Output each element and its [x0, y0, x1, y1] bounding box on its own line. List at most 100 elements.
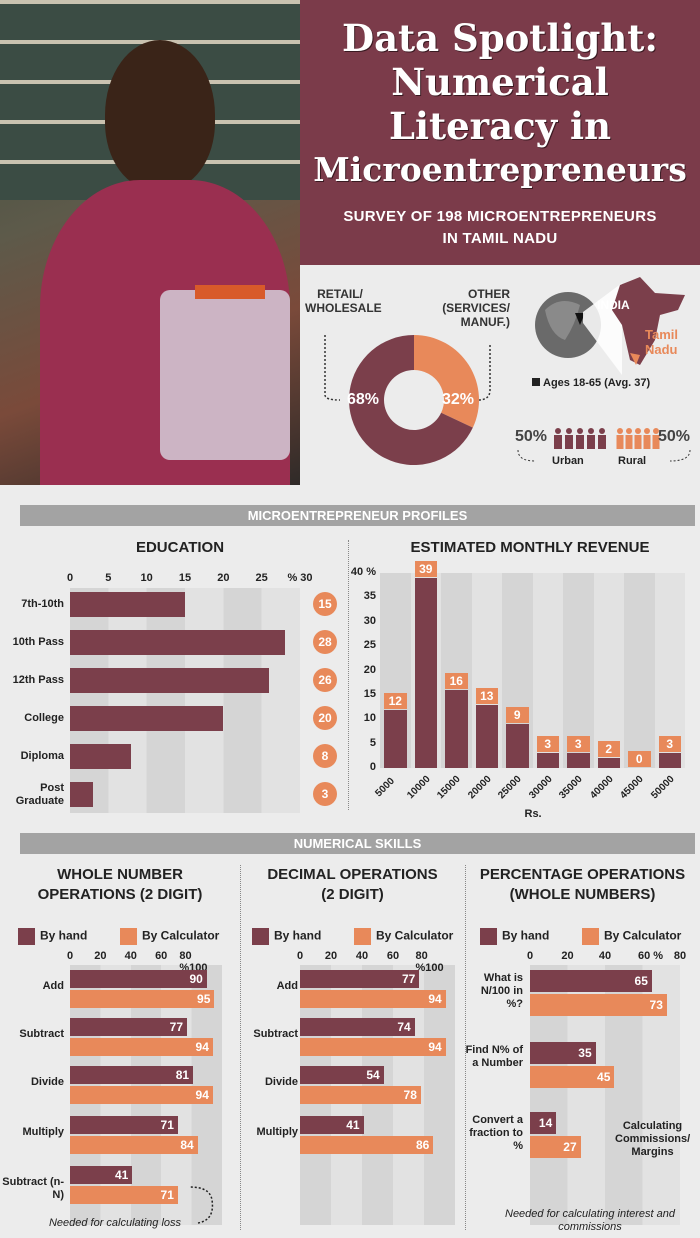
ages-text: Ages 18-65 (Avg. 37) [543, 377, 651, 389]
x-tick-label: 25 [255, 572, 268, 584]
overview-panel: RETAIL/ WHOLESALE OTHER (SERVICES/ MANUF… [300, 265, 700, 485]
category-label: Diploma [20, 750, 64, 762]
category-label: 12th Pass [12, 674, 64, 686]
education-title: EDUCATION [135, 539, 225, 556]
title-line: Microentrepreneurs [313, 150, 687, 189]
label-line: Nadu [645, 342, 678, 357]
chart-title: PERCENTAGE OPERATIONS (WHOLE NUMBERS) [465, 865, 700, 905]
legend-by-hand: By hand [480, 928, 549, 945]
retail-arrow [324, 335, 341, 401]
annotation-note: Needed for calculating interest and comm… [505, 1208, 675, 1233]
category-label: Multiply [22, 1126, 64, 1138]
category-label: Post Graduate [15, 782, 64, 807]
x-tick-label: 40000 [587, 773, 616, 802]
person-icon [577, 428, 583, 434]
value-label: 28 [313, 630, 337, 654]
annotation-note: Needed for calculating loss [48, 1217, 182, 1229]
person-icon [587, 435, 595, 449]
legend-label: By Calculator [376, 928, 454, 943]
value-label: 74 [397, 1020, 411, 1034]
category-label: Divide [264, 1076, 298, 1088]
bar-by-calculator: 94 [70, 1038, 213, 1056]
urban-value: 50% [515, 428, 548, 445]
value-label: 12 [384, 692, 407, 709]
revenue-bar [658, 753, 681, 768]
revenue-bar [506, 724, 529, 768]
legend-swatch-calc [582, 928, 599, 945]
rural-label: Rural [618, 455, 647, 467]
x-tick-label: 15 [178, 572, 192, 584]
title-line: (2 DIGIT) [321, 886, 384, 903]
category-label: 10th Pass [12, 636, 64, 648]
value-label: 73 [649, 998, 663, 1012]
x-tick-label: 80 %100 [415, 950, 444, 974]
face [105, 40, 215, 190]
chart-column-band [654, 573, 685, 768]
chart-column-band [532, 573, 563, 768]
value-label: 94 [428, 992, 442, 1006]
x-tick-label: 0 [66, 950, 74, 962]
value-label: 3 [536, 736, 559, 753]
chart-title: WHOLE NUMBER OPERATIONS (2 DIGIT) [0, 865, 240, 905]
value-label: 41 [114, 1168, 129, 1182]
x-tick-label: % 30 [287, 572, 313, 584]
other-value: 32% [442, 391, 475, 408]
chart-background [70, 588, 300, 813]
other-label: OTHER (SERVICES/ MANUF.) [430, 287, 510, 329]
label-line: OTHER [468, 287, 510, 301]
revenue-bar [414, 577, 437, 768]
y-tick-label: 0 [369, 761, 376, 773]
person-icon [599, 428, 605, 434]
bar-by-hand: 81 [70, 1066, 194, 1084]
bar-by-hand: 74 [300, 1018, 415, 1036]
value-label: 45 [597, 1070, 611, 1084]
value-label: 3 [567, 736, 590, 753]
legend-by-calculator: By Calculator [354, 928, 453, 945]
education-bar [70, 592, 185, 617]
divider [465, 865, 466, 1230]
legend-by-hand: By hand [18, 928, 87, 945]
education-bar [70, 706, 224, 731]
legend-label: By Calculator [142, 928, 220, 943]
page-title: Data Spotlight: Numerical Literacy in Mi… [300, 16, 700, 192]
retail-label: RETAIL/ WHOLESALE [305, 287, 382, 315]
ages-note: Ages 18-65 (Avg. 37) [532, 377, 650, 389]
x-tick-label: 10000 [404, 773, 433, 802]
x-tick-label: 20 [324, 950, 338, 962]
donut-slice-other [414, 335, 479, 428]
zoom-beam [583, 283, 622, 375]
square-bullet-icon [532, 378, 540, 386]
x-tick-label: 5000 [373, 775, 397, 800]
category-label: Add [42, 980, 64, 992]
photo-microentrepreneur [0, 0, 300, 485]
person-icon [576, 435, 584, 449]
value-label: 15 [313, 592, 337, 616]
jar-lid [195, 285, 265, 299]
value-label: 20 [313, 706, 337, 730]
value-label: 3 [313, 782, 337, 806]
tamil-nadu-label: Tamil Nadu [645, 327, 678, 357]
value-label: 8 [313, 744, 337, 768]
bar-by-calculator: 71 [70, 1186, 178, 1204]
bar-by-calculator: 86 [300, 1136, 434, 1154]
x-tick-label: 20 [217, 572, 230, 584]
percentage-chart: PERCENTAGE OPERATIONS (WHOLE NUMBERS) By h… [465, 865, 700, 1238]
category-label: Find N% of a Number [465, 1044, 523, 1069]
label-line: RETAIL/ [317, 287, 363, 301]
value-label: 81 [175, 1068, 190, 1082]
india-label: INDIA [597, 298, 630, 312]
subtitle: SURVEY OF 198 MICROENTREPRENEURS IN TAMI… [300, 206, 700, 250]
value-label: 65 [634, 974, 648, 988]
bar-by-hand: 77 [70, 1018, 188, 1036]
label-line: WHOLESALE [305, 301, 382, 315]
person-icon [616, 435, 624, 449]
category-label: Convert a fraction to % [469, 1114, 523, 1152]
bar-by-calculator: 84 [70, 1136, 198, 1154]
person-icon [588, 428, 594, 434]
plastic-jar [160, 290, 290, 460]
bar-by-calculator: 73 [530, 994, 667, 1016]
category-label: College [24, 712, 64, 724]
x-tick-label: 35000 [557, 773, 585, 802]
category-label: Divide [30, 1076, 64, 1088]
value-label: 84 [180, 1138, 194, 1152]
